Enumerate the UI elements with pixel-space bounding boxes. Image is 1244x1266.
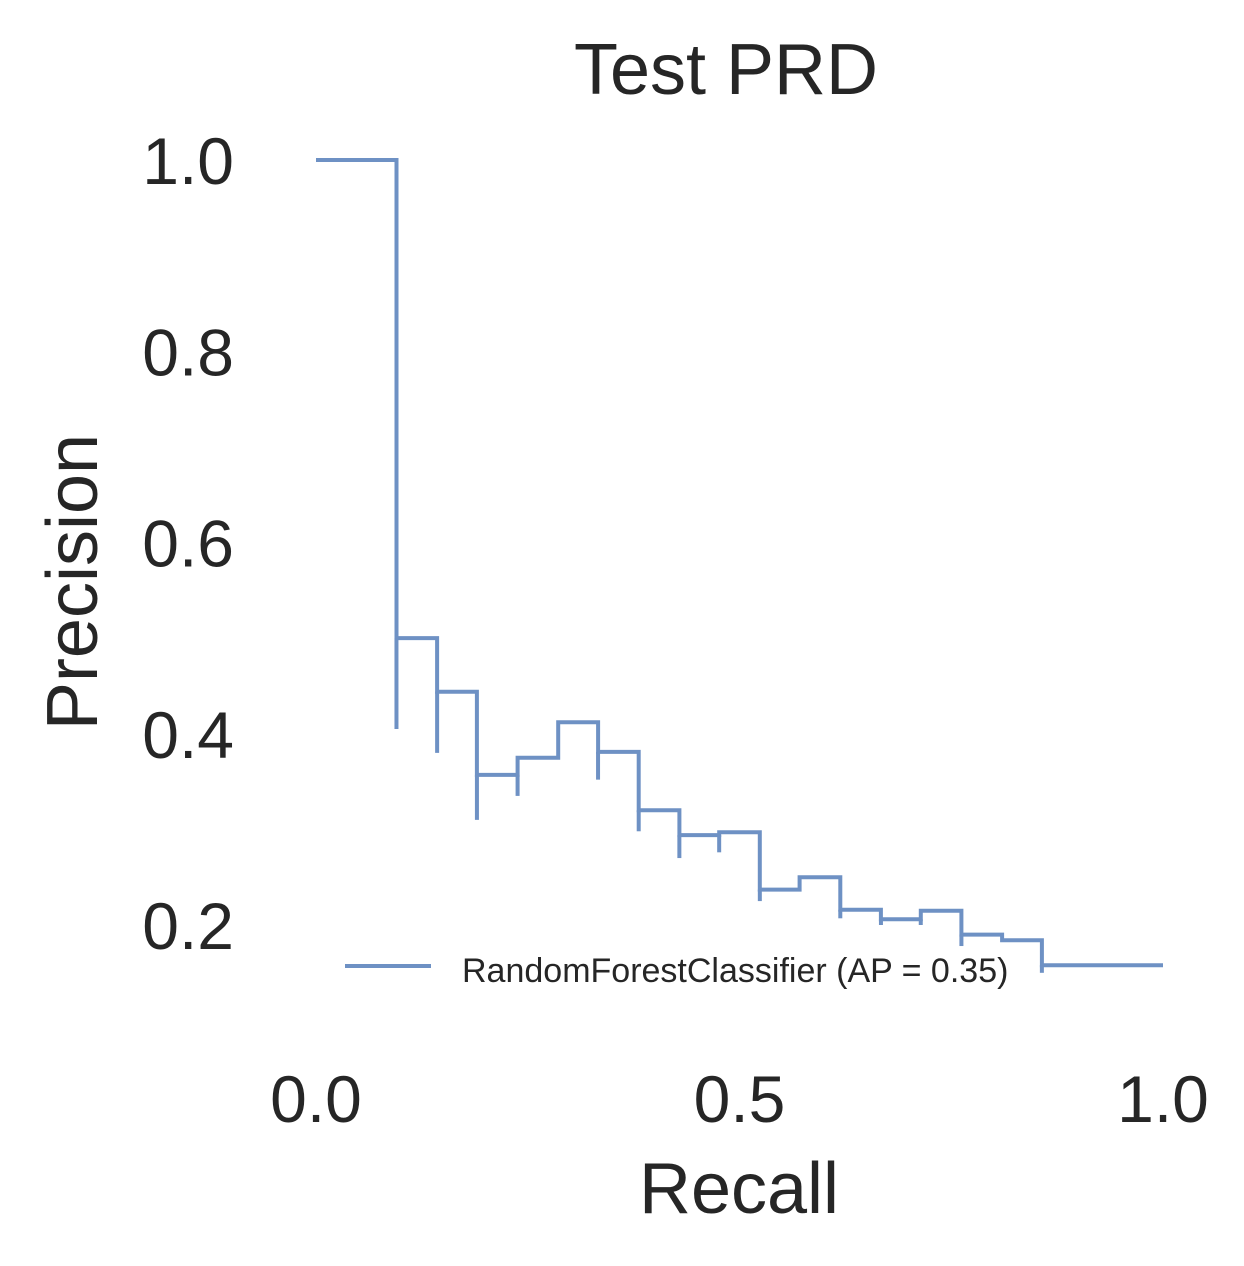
y-tick-label: 0.4 [142,698,234,772]
x-tick-label: 1.0 [1117,1062,1209,1136]
x-tick-label: 0.5 [694,1062,786,1136]
y-axis-ticks: 0.2 0.4 0.6 0.8 1.0 [142,124,234,963]
legend: RandomForestClassifier (AP = 0.35) [345,952,1008,990]
series-lines [316,158,1163,973]
chart-title: Test PRD [574,30,878,110]
legend-label: RandomForestClassifier (AP = 0.35) [462,952,1008,990]
x-axis-ticks: 0.0 0.5 1.0 [270,1062,1209,1136]
x-axis-label: Recall [639,1149,839,1229]
y-axis-label: Precision [33,434,113,730]
x-tick-label: 0.0 [270,1062,362,1136]
y-tick-label: 0.6 [142,507,234,581]
y-tick-label: 0.2 [142,889,234,963]
y-tick-label: 0.8 [142,315,234,389]
series-line [316,158,1163,968]
y-tick-label: 1.0 [142,124,234,198]
